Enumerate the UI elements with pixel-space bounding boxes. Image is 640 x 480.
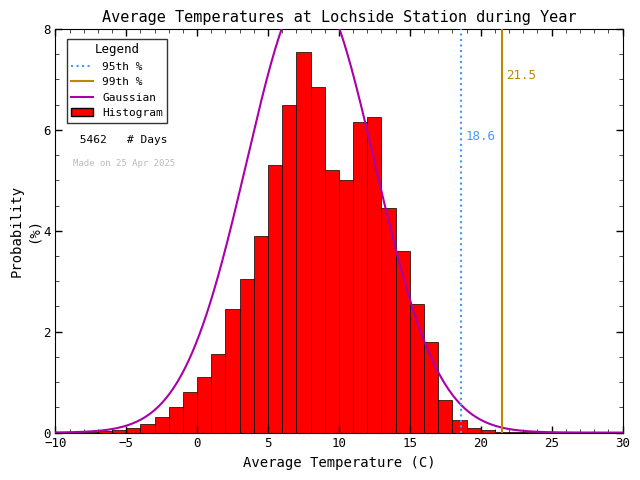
Bar — [424, 342, 438, 432]
Bar — [183, 392, 197, 432]
Bar — [169, 408, 183, 432]
Bar — [324, 170, 339, 432]
Bar — [197, 377, 211, 432]
Bar — [211, 354, 225, 432]
Bar — [225, 309, 239, 432]
Bar — [140, 423, 155, 432]
Bar — [268, 165, 282, 432]
Bar — [126, 428, 140, 432]
Text: 5462   # Days: 5462 # Days — [73, 135, 168, 145]
Text: 21.5: 21.5 — [506, 69, 536, 82]
Bar — [296, 52, 310, 432]
Y-axis label: Probability
(%): Probability (%) — [10, 185, 40, 277]
Bar — [282, 105, 296, 432]
Bar — [339, 180, 353, 432]
Bar — [155, 418, 169, 432]
Bar — [239, 279, 254, 432]
Bar — [367, 117, 381, 432]
Bar — [481, 430, 495, 432]
Text: Made on 25 Apr 2025: Made on 25 Apr 2025 — [73, 159, 175, 168]
Bar — [396, 251, 410, 432]
Bar — [381, 208, 396, 432]
Bar — [310, 87, 324, 432]
Title: Average Temperatures at Lochside Station during Year: Average Temperatures at Lochside Station… — [102, 10, 576, 25]
X-axis label: Average Temperature (C): Average Temperature (C) — [243, 456, 435, 470]
Bar — [98, 431, 112, 432]
Bar — [254, 236, 268, 432]
Bar — [438, 400, 452, 432]
Bar — [467, 428, 481, 432]
Bar — [410, 304, 424, 432]
Text: 18.6: 18.6 — [465, 130, 495, 143]
Legend: 95th %, 99th %, Gaussian, Histogram: 95th %, 99th %, Gaussian, Histogram — [67, 38, 167, 123]
Bar — [452, 420, 467, 432]
Bar — [112, 430, 126, 432]
Bar — [353, 122, 367, 432]
